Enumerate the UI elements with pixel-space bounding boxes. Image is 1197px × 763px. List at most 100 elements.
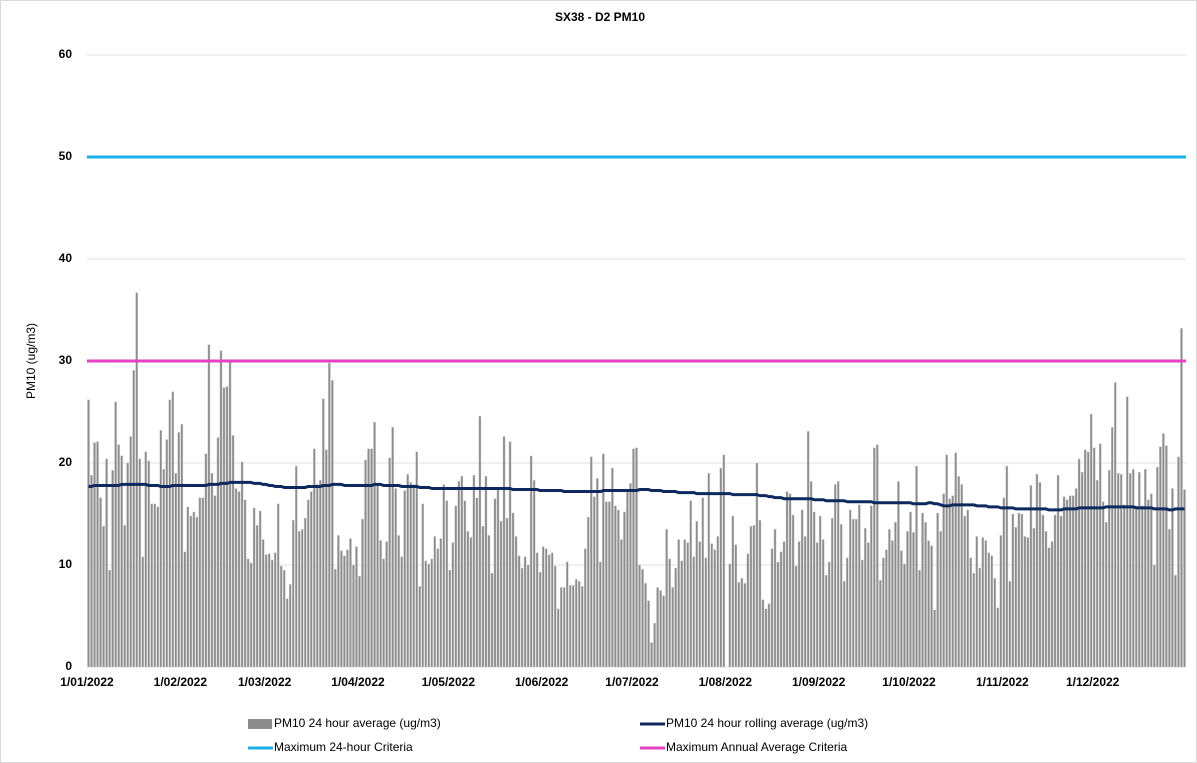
bar	[99, 497, 102, 668]
bar	[144, 451, 147, 668]
bar	[165, 439, 169, 668]
bar	[1065, 499, 1069, 668]
bar	[572, 585, 575, 668]
bar	[511, 512, 515, 668]
bar	[433, 536, 437, 668]
bar	[623, 511, 626, 668]
bar	[1089, 413, 1093, 668]
bar	[529, 455, 533, 668]
x-tick-label: 1/05/2022	[422, 675, 476, 689]
bar	[520, 567, 524, 668]
bar	[1008, 581, 1012, 668]
bar	[228, 361, 232, 668]
bar	[981, 537, 985, 668]
bar	[930, 545, 933, 668]
bar	[752, 525, 756, 668]
bar	[879, 580, 882, 668]
bar	[126, 462, 129, 668]
bar	[984, 540, 988, 668]
bar	[674, 567, 677, 668]
bar	[809, 481, 813, 668]
bar	[824, 575, 828, 668]
bar	[201, 497, 205, 668]
bar	[978, 567, 982, 668]
bar	[1005, 465, 1009, 668]
legend-label: PM10 24 hour rolling average (ug/m3)	[666, 716, 868, 730]
bar	[406, 474, 409, 668]
bar	[581, 586, 584, 668]
bar	[319, 480, 322, 668]
bar	[454, 505, 458, 668]
bar	[484, 476, 488, 668]
bar	[90, 475, 93, 668]
bar	[355, 546, 358, 668]
bar	[1141, 505, 1144, 668]
bar	[460, 476, 464, 668]
bar	[192, 511, 196, 668]
bar	[1023, 536, 1027, 668]
bar	[722, 454, 726, 668]
bar	[1156, 466, 1159, 668]
bar	[1002, 497, 1006, 668]
bar	[737, 582, 741, 668]
bar	[237, 491, 241, 668]
bar	[276, 503, 280, 668]
bar	[1104, 521, 1108, 668]
bar	[397, 535, 400, 668]
bar	[758, 519, 762, 668]
bar	[337, 535, 340, 668]
bar	[316, 484, 319, 668]
bar	[1059, 515, 1063, 668]
y-tick-label: 10	[59, 557, 73, 571]
bar	[975, 536, 978, 668]
bar	[731, 515, 735, 668]
bar	[611, 467, 614, 668]
bar	[240, 461, 244, 668]
bar	[846, 557, 849, 668]
bar	[1020, 513, 1024, 668]
bar	[343, 555, 346, 668]
bar	[1126, 396, 1129, 668]
bar	[939, 531, 942, 668]
bar	[532, 480, 536, 668]
bar	[743, 583, 747, 668]
bar	[1080, 471, 1084, 668]
bar	[361, 518, 364, 668]
y-axis-label: PM10 (ug/m3)	[24, 323, 38, 399]
bar	[174, 473, 178, 668]
bar	[629, 483, 632, 668]
bar	[707, 473, 711, 668]
bar	[806, 431, 810, 668]
bar	[403, 490, 406, 668]
bar	[1144, 468, 1147, 668]
bar	[246, 558, 250, 668]
bar	[686, 542, 689, 668]
bar	[252, 507, 256, 668]
bar	[517, 555, 521, 668]
bar	[608, 501, 611, 668]
bar	[933, 609, 936, 668]
bar	[1041, 514, 1045, 668]
bar	[990, 555, 994, 668]
bar	[499, 520, 503, 668]
bar	[948, 498, 951, 668]
bar	[620, 539, 623, 668]
bar	[1123, 504, 1126, 668]
bar	[261, 539, 265, 668]
bar	[575, 579, 578, 668]
bar	[900, 550, 903, 668]
bar	[653, 622, 656, 668]
bar	[1068, 495, 1072, 668]
bar	[644, 583, 647, 668]
bar	[421, 503, 424, 668]
bar	[547, 554, 551, 668]
bar	[385, 541, 388, 668]
bar	[346, 549, 349, 668]
bar	[701, 497, 704, 668]
x-tick-label: 1/07/2022	[605, 675, 659, 689]
bar	[322, 398, 325, 668]
bar	[996, 607, 1000, 668]
bar	[367, 448, 370, 668]
bar	[114, 401, 117, 668]
bar	[587, 516, 590, 668]
